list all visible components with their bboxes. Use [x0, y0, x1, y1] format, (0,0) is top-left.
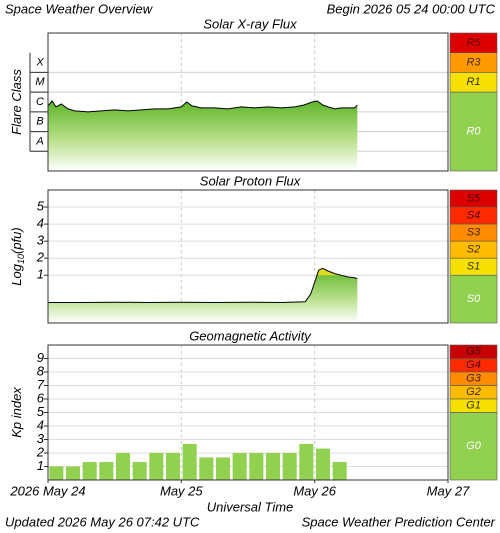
- y-tick-label: 5: [37, 198, 45, 213]
- credit: Space Weather Prediction Center: [302, 514, 496, 529]
- page-title: Space Weather Overview: [5, 1, 154, 16]
- area-fill: [48, 101, 358, 171]
- bar: [132, 462, 147, 480]
- scale-label: R1: [466, 76, 480, 88]
- bar: [315, 448, 331, 480]
- y-axis-label-part: (pfu): [9, 227, 24, 254]
- y-axis-label-part: Flare Class: [9, 69, 24, 135]
- y-tick-label: 3: [37, 431, 45, 446]
- y-axis-label-part: Log: [9, 263, 24, 285]
- scale-label: G0: [466, 440, 482, 452]
- y-axis-label-part: Kp index: [9, 387, 24, 438]
- x-tick-label: May 26: [293, 483, 336, 498]
- updated-time: Updated 2026 May 26 07:42 UTC: [5, 514, 200, 529]
- scale-label: S4: [467, 209, 480, 221]
- scale-band: [449, 412, 498, 481]
- y-tick-label: 2: [36, 444, 45, 459]
- panel-title: Geomagnetic Activity: [189, 328, 312, 343]
- scale-band: [449, 274, 498, 324]
- y-tick-label: X: [35, 56, 44, 68]
- scale-label: G4: [466, 359, 481, 371]
- y-tick-label: 2: [36, 250, 45, 265]
- scale-label: S1: [467, 261, 480, 273]
- bar: [199, 457, 214, 480]
- y-tick-label: 1: [37, 267, 44, 282]
- y-tick-label: 6: [37, 390, 45, 405]
- scale-label: G5: [466, 346, 482, 358]
- y-tick-label: 7: [37, 377, 45, 392]
- panel-title: Solar X-ray Flux: [203, 16, 297, 31]
- y-tick-label: 5: [37, 404, 45, 419]
- bar: [99, 462, 114, 480]
- plot-frame: [47, 32, 449, 172]
- plot-frame: [47, 344, 449, 481]
- data-line: [47, 100, 358, 113]
- plot-frame: [47, 189, 449, 324]
- x-tick-label: 2026 May 24: [9, 483, 85, 498]
- bar: [282, 453, 297, 480]
- x-axis-label: Universal Time: [207, 499, 294, 514]
- x-tick-label: May 27: [427, 483, 470, 498]
- y-tick-label: M: [35, 76, 45, 88]
- bar: [249, 453, 264, 480]
- scale-label: R5: [466, 37, 481, 49]
- y-tick-label: 1: [37, 458, 44, 473]
- x-tick-label: May 25: [160, 483, 203, 498]
- y-tick-label: C: [36, 96, 44, 108]
- begin-time: Begin 2026 05 24 00:00 UTC: [327, 1, 496, 16]
- y-tick-label: A: [35, 135, 43, 147]
- y-tick-label: 9: [37, 350, 44, 365]
- bar: [149, 453, 164, 480]
- scale-label: S2: [467, 244, 480, 256]
- data-line: [48, 267, 358, 304]
- bar: [165, 453, 181, 480]
- bar: [332, 462, 347, 480]
- y-tick-label: 3: [37, 233, 45, 248]
- scale-label: S5: [467, 192, 481, 204]
- bar: [65, 466, 81, 480]
- y-axis-label: Flare Class: [9, 69, 24, 135]
- bar: [232, 453, 247, 480]
- y-tick-label: 4: [37, 216, 44, 231]
- bar: [49, 466, 64, 480]
- bar: [182, 443, 197, 480]
- scale-label: R3: [466, 56, 481, 68]
- scale-label: S3: [467, 227, 481, 239]
- bar: [215, 457, 231, 480]
- scale-label: R0: [466, 125, 481, 137]
- scale-label: G3: [466, 373, 482, 385]
- scale-label: G2: [466, 386, 481, 398]
- area-fill: [48, 268, 358, 323]
- bar: [115, 453, 131, 480]
- scale-label: G1: [466, 400, 481, 412]
- y-tick-label: 4: [37, 417, 44, 432]
- y-axis-label-part: 10: [16, 254, 26, 264]
- y-tick-label: 8: [37, 363, 45, 378]
- y-tick-label: B: [36, 116, 43, 128]
- bar: [299, 443, 314, 480]
- scale-label: S0: [467, 293, 481, 305]
- bar: [265, 453, 281, 480]
- y-axis-label: Log10(pfu): [9, 227, 26, 285]
- y-axis-label: Kp index: [9, 387, 24, 438]
- bar: [82, 462, 97, 480]
- panel-title: Solar Proton Flux: [200, 173, 301, 188]
- scale-band: [449, 91, 498, 172]
